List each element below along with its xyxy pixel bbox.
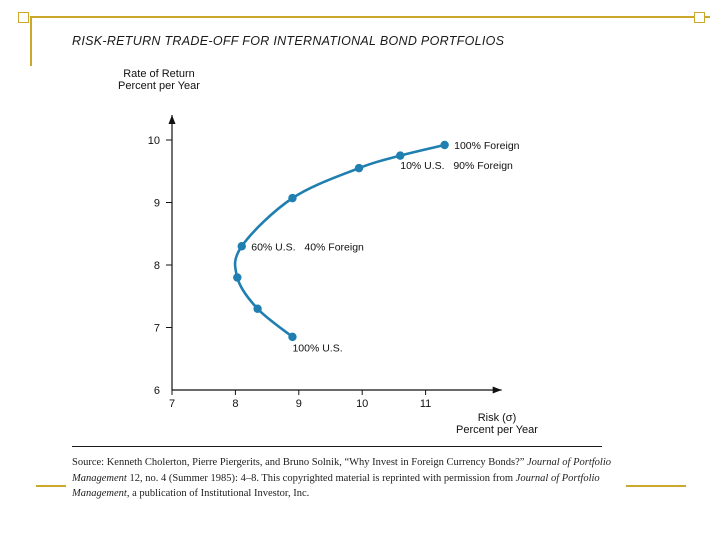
x-tick-label: 9 <box>296 398 302 410</box>
y-tick-label: 9 <box>154 198 160 210</box>
x-tick-label: 8 <box>232 398 238 410</box>
source-citation: Source: Kenneth Cholerton, Pierre Pierge… <box>72 455 612 502</box>
footer-rule-right <box>626 485 686 487</box>
data-point <box>354 163 364 173</box>
y-axis-label-line2: Percent per Year <box>118 80 200 92</box>
x-axis-label: Risk (σ) Percent per Year <box>456 412 538 436</box>
efficient-frontier-curve <box>233 143 445 338</box>
data-point <box>237 242 246 251</box>
source-middle: 12, no. 4 (Summer 1985): 4–8. This copyr… <box>126 472 516 484</box>
y-axis-label: Rate of Return Percent per Year <box>118 68 200 92</box>
y-tick-label: 7 <box>154 323 160 335</box>
x-tick-label: 7 <box>169 398 175 410</box>
y-tick-label: 8 <box>154 260 160 272</box>
data-points <box>233 140 449 342</box>
data-point <box>233 273 242 282</box>
corner-square-right <box>694 12 705 23</box>
data-point <box>440 140 449 150</box>
point-annotation: 100% Foreign <box>454 140 520 152</box>
data-point <box>288 332 297 342</box>
y-tick-label: 6 <box>154 385 160 397</box>
data-point <box>396 151 405 160</box>
point-annotation: 60% U.S. 40% Foreign <box>251 241 364 253</box>
point-annotation: 100% U.S. <box>292 343 342 355</box>
source-rule <box>72 446 602 447</box>
x-axis-arrow <box>492 386 502 394</box>
point-annotation: 10% U.S. 90% Foreign <box>400 160 513 172</box>
footer-rule-left <box>36 485 66 487</box>
frame-top-rule <box>30 16 710 18</box>
source-suffix: , a publication of Institutional Investo… <box>126 488 310 499</box>
y-axis-label-line1: Rate of Return <box>123 68 195 80</box>
x-tick-label: 11 <box>420 398 431 410</box>
source-journal: Journal of Portfolio Management <box>72 457 612 484</box>
y-tick-label: 10 <box>148 135 160 147</box>
x-axis-label-line2: Percent per Year <box>456 424 538 436</box>
corner-square-left <box>18 12 29 23</box>
data-point <box>253 304 262 313</box>
data-point <box>288 193 297 203</box>
source-journal-2: Journal of Portfolio Management <box>72 472 600 500</box>
frame-left-rule <box>30 16 32 66</box>
source-prefix: Source: Kenneth Cholerton, Pierre Pierge… <box>72 457 528 468</box>
chart-axes <box>168 115 502 394</box>
chart-title: RISK-RETURN TRADE-OFF FOR INTERNATIONAL … <box>72 34 505 48</box>
x-axis-label-line1: Risk (σ) <box>477 412 517 424</box>
y-axis-arrow <box>168 115 176 124</box>
x-tick-label: 10 <box>356 398 368 410</box>
annotations: 100% Foreign 10% U.S. 90% Foreign 60% U.S.… <box>251 140 519 355</box>
